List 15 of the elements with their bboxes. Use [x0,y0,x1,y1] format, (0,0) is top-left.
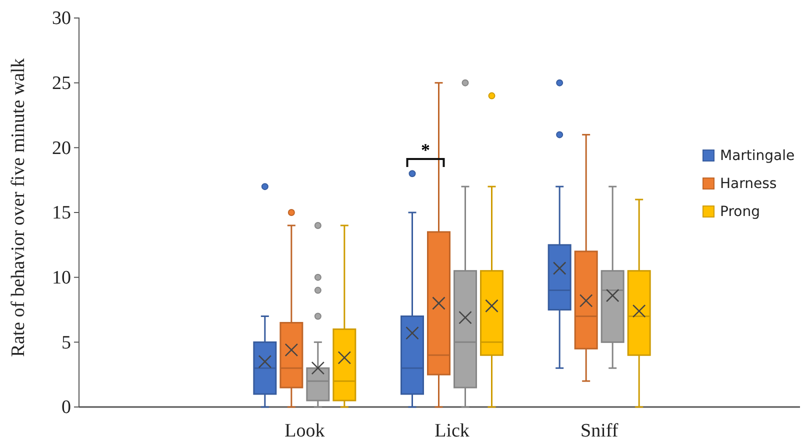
y-tick-label: 20 [52,138,71,159]
y-tick-label: 25 [52,72,71,94]
x-tick-label: Look [284,420,326,440]
y-tick-label: 10 [52,267,71,288]
legend-label: Martingale [720,148,795,164]
y-tick-label: 30 [52,8,71,30]
y-tick-label: 15 [52,202,71,224]
y-tick-label: 5 [62,332,71,354]
x-tick-label: Lick [434,420,470,440]
y-tick-label: 0 [62,397,71,418]
legend-label: Prong [720,204,760,220]
x-tick-label: Sniff [580,420,619,440]
y-axis-title: Rate of behavior over five minute walk [8,58,29,357]
legend-label: Harness [720,176,777,192]
annotation: * [421,140,430,160]
